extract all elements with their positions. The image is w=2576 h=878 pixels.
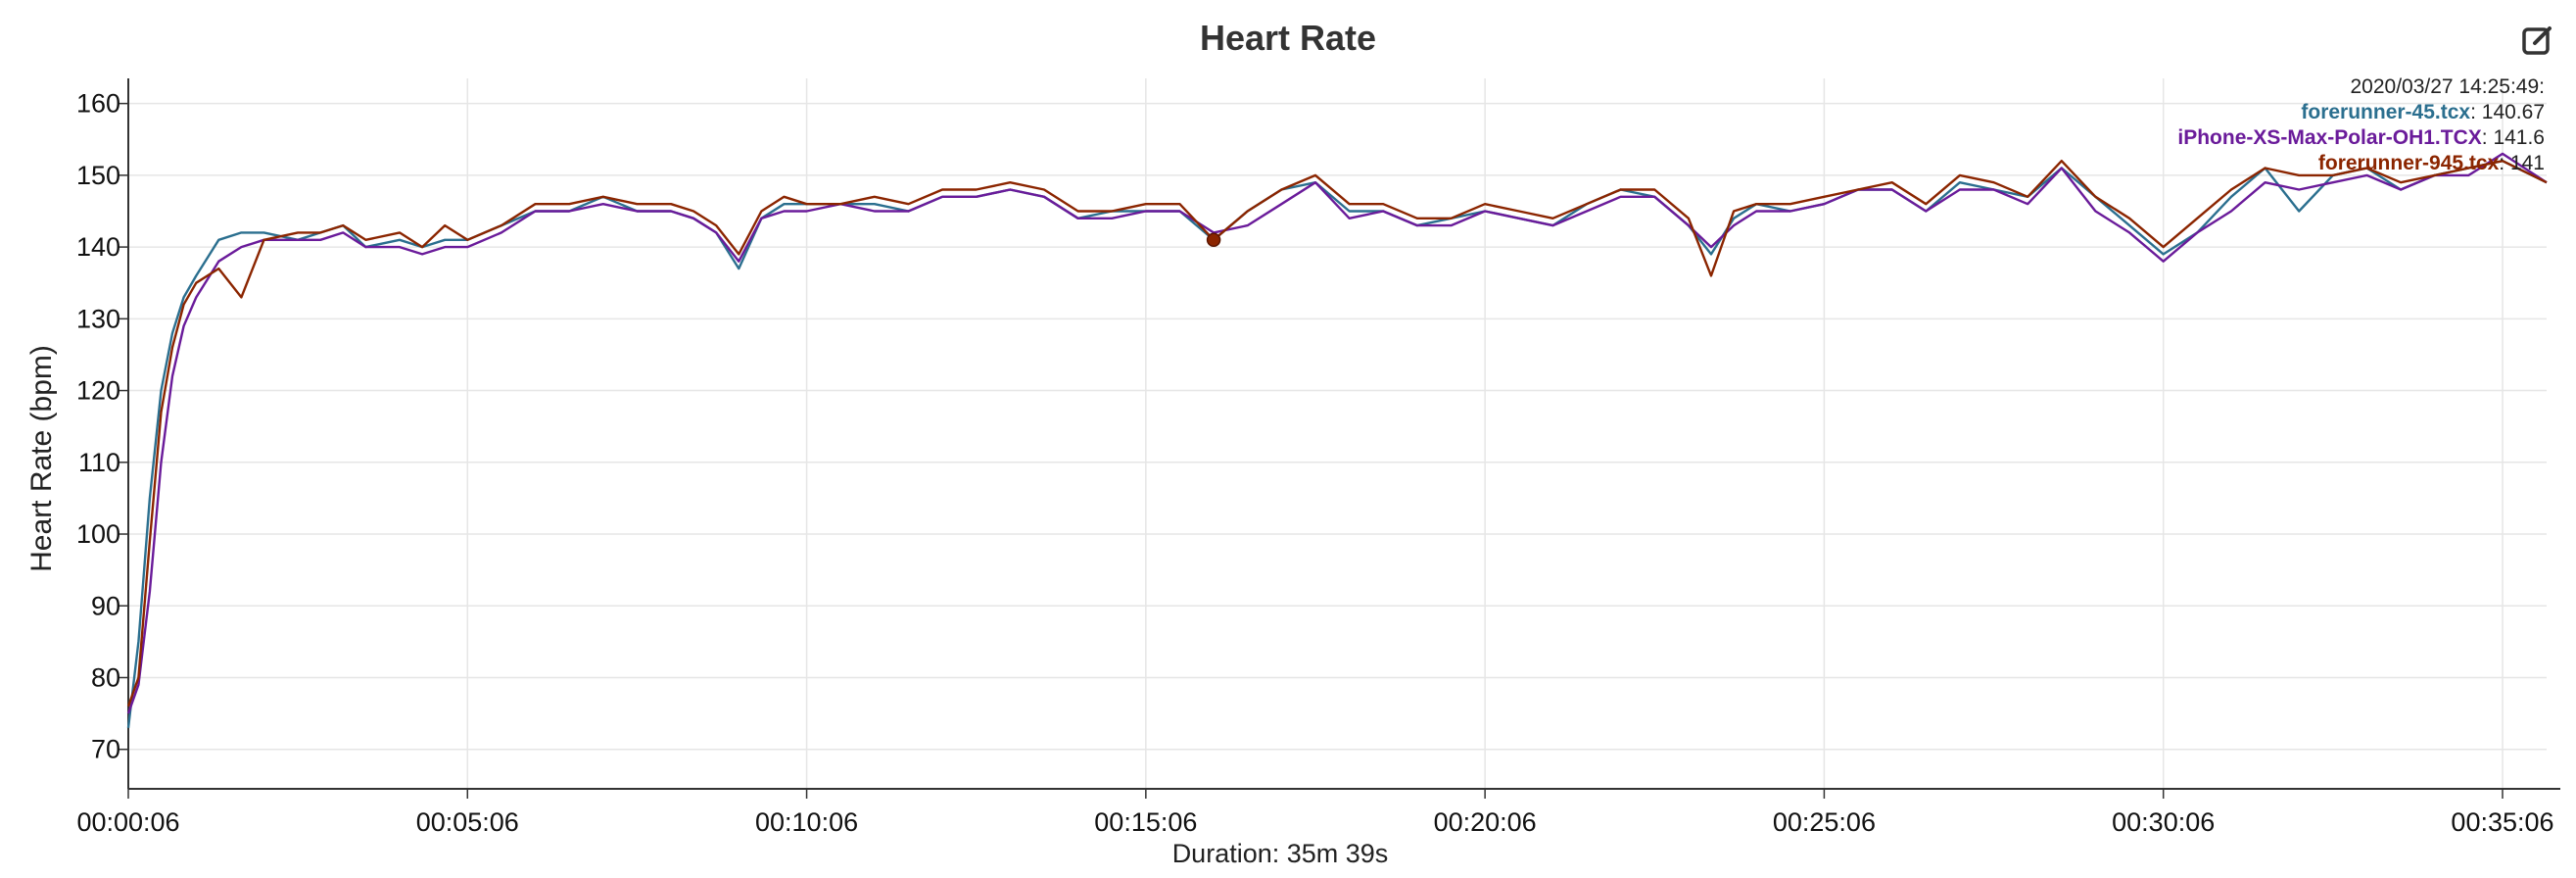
y-tick-label: 120: [76, 376, 120, 406]
series-line: [126, 160, 2548, 707]
x-tick-label: 00:35:06: [2451, 807, 2553, 837]
y-tick-label: 70: [91, 735, 120, 764]
axes: [127, 78, 2560, 790]
tooltip-row: forerunner-945.tcx: 141: [2317, 152, 2545, 174]
y-tick-label: 150: [76, 161, 120, 190]
x-tick-label: 00:15:06: [1094, 807, 1197, 837]
tooltip-row: iPhone-XS-Max-Polar-OH1.TCX: 141.6: [2177, 126, 2545, 149]
x-axis-ticks: 00:00:06 00:05:06 00:10:06 00:15:06 00:20:06…: [76, 789, 2554, 837]
x-tick-label: 00:30:06: [2112, 807, 2215, 837]
grid: [127, 78, 2547, 789]
y-tick-label: 130: [76, 304, 120, 333]
x-tick-label: 00:00:06: [76, 807, 179, 837]
tooltip-header: 2020/03/27 14:25:49:: [2350, 75, 2545, 98]
tooltip-series-name: iPhone-XS-Max-Polar-OH1.TCX: [2177, 126, 2482, 149]
hover-marker: [1206, 232, 1221, 248]
x-tick-label: 00:10:06: [755, 807, 858, 837]
tooltip-series-value: 141.6: [2493, 126, 2545, 149]
x-axis-label: Duration: 35m 39s: [1172, 839, 1389, 868]
y-tick-label: 90: [91, 591, 120, 620]
x-tick-label: 00:05:06: [416, 807, 519, 837]
x-tick-label: 00:20:06: [1434, 807, 1537, 837]
x-tick-label: 00:25:06: [1773, 807, 1876, 837]
hover-point: [1206, 232, 1221, 248]
tooltip-series-value: 140.67: [2481, 101, 2545, 123]
series-lines: [126, 152, 2548, 728]
tooltip-series-value: 141: [2509, 152, 2545, 174]
y-tick-label: 160: [76, 89, 120, 119]
y-tick-label: 80: [91, 662, 120, 692]
tooltip-row: forerunner-45.tcx: 140.67: [2301, 101, 2545, 123]
y-axis-label: Heart Rate (bpm): [25, 345, 58, 572]
chart-title: Heart Rate: [1199, 18, 1377, 58]
y-tick-label: 140: [76, 232, 120, 262]
series-line: [126, 152, 2548, 714]
y-tick-label: 110: [78, 448, 120, 477]
y-axis-ticks: 70 80 90 100 110 120 130 140 150 160: [76, 89, 128, 764]
hover-tooltip: 2020/03/27 14:25:49: forerunner-45.tcx: …: [2177, 74, 2545, 176]
tooltip-series-name: forerunner-945.tcx: [2317, 152, 2500, 174]
edit-icon[interactable]: [2521, 24, 2554, 57]
tooltip-series-name: forerunner-45.tcx: [2301, 101, 2471, 123]
series-line: [126, 160, 2548, 728]
y-tick-label: 100: [76, 519, 120, 549]
